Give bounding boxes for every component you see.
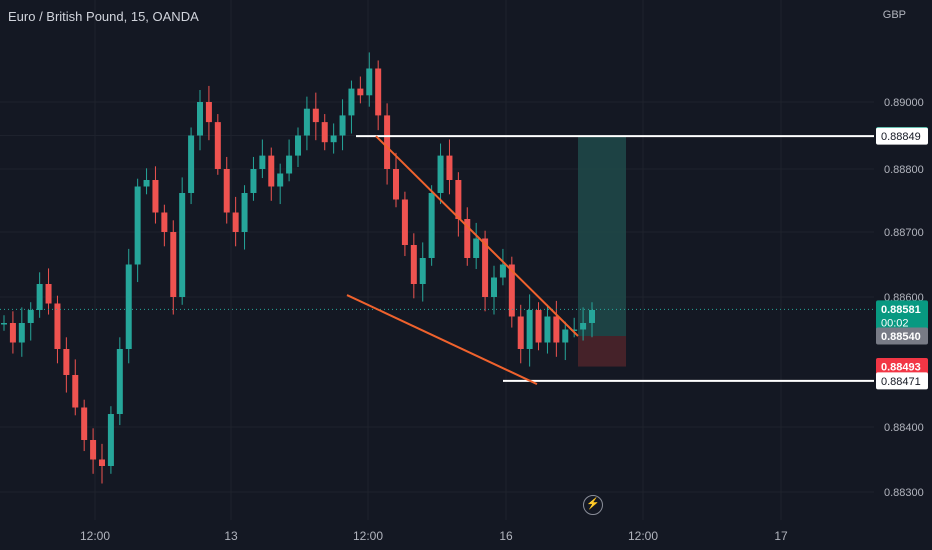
candle-body [393,169,399,200]
y-tick-label: 0.88400 [884,422,924,434]
candle-body [197,102,203,136]
y-tick-label: 0.88300 [884,487,924,499]
candle-body [143,180,150,187]
candle-body [277,173,284,187]
candle-body [27,310,34,323]
candle-body [170,232,177,297]
candle-body [508,264,515,317]
candle-body [410,245,417,284]
level-label-box [876,127,928,145]
candle-body [1,323,7,325]
price-marker-label: 0.88540 [881,331,921,343]
candle-body [214,122,221,169]
candle-body [544,316,551,343]
level-label: 0.88849 [881,131,921,143]
candle-body [384,115,391,169]
candle-body [36,284,43,310]
candle-body [437,155,444,193]
level-label-box [876,372,928,390]
candle-body [348,88,355,116]
candle-body [357,88,364,96]
x-tick-label: 12:00 [628,529,658,543]
x-tick-label: 17 [774,529,788,543]
candle-body [188,135,195,193]
x-tick-label: 16 [499,529,513,543]
candle-body [241,193,248,232]
candle-body [303,108,310,136]
candle-body [72,375,79,408]
candle-body [134,186,141,265]
candle-body [419,258,426,284]
price-marker-label: 0.88493 [881,362,921,374]
candle-body [250,169,257,193]
price-marker-stop [876,358,928,376]
price-marker-last [876,300,928,331]
candle-body [375,68,382,116]
candle-body [428,193,435,258]
candle-body [152,180,159,213]
x-tick-label: 12:00 [353,529,383,543]
candle-body [339,115,346,136]
candle-body [473,238,480,258]
candle-body [205,102,212,123]
y-tick-label: 0.88800 [884,164,924,176]
candle-body [562,329,569,343]
level-label: 0.88471 [881,376,921,388]
y-tick-label: 0.88700 [884,227,924,239]
candle-body [116,349,123,414]
x-tick-label: 12:00 [80,529,110,543]
candle-body [268,155,275,187]
candle-body [99,459,105,466]
candle-body [535,310,542,343]
currency-label: GBP [882,9,906,21]
trendline-lower [346,294,538,386]
price-marker-entry [876,327,928,345]
candle-body [81,407,88,440]
candle-body [179,193,186,297]
candle-body [366,68,373,96]
candle-body [526,310,533,349]
candle-body [455,180,462,219]
candle-body [321,122,328,143]
candle-body [259,155,266,169]
candle-body [90,440,97,460]
candle-body [45,284,52,304]
candle-body [517,316,524,349]
y-tick-label: 0.89000 [884,97,924,109]
candle-body [9,323,16,343]
candle-body [161,212,168,232]
target-zone [578,135,626,336]
candle-body [63,349,70,375]
price-marker-countdown: 00:02 [881,317,909,329]
candle-body [18,323,25,343]
candle-body [232,212,239,232]
price-marker-label: 0.88581 [881,304,921,316]
candle-body [107,414,114,466]
candle-body [401,199,408,245]
candle-body [571,329,578,331]
candle-body [54,303,61,349]
candle-body [553,316,560,343]
candle-body [312,108,319,123]
candle-body [223,169,230,213]
candle-body [330,135,337,143]
candle-body [589,310,595,323]
candle-body [491,277,497,297]
candle-body [286,155,293,174]
chart-title: Euro / British Pound, 15, OANDA [8,9,199,24]
candle-body [499,264,506,278]
candle-body [580,323,587,330]
candle-body [464,219,471,258]
stop-zone [578,336,626,367]
candle-body [446,155,453,180]
candle-body [295,135,301,156]
x-tick-label: 13 [224,529,238,543]
candle-body [125,264,132,349]
lightning-icon[interactable]: ⚡ [583,495,603,515]
candle-body [482,238,489,297]
trendline-upper [375,135,579,337]
